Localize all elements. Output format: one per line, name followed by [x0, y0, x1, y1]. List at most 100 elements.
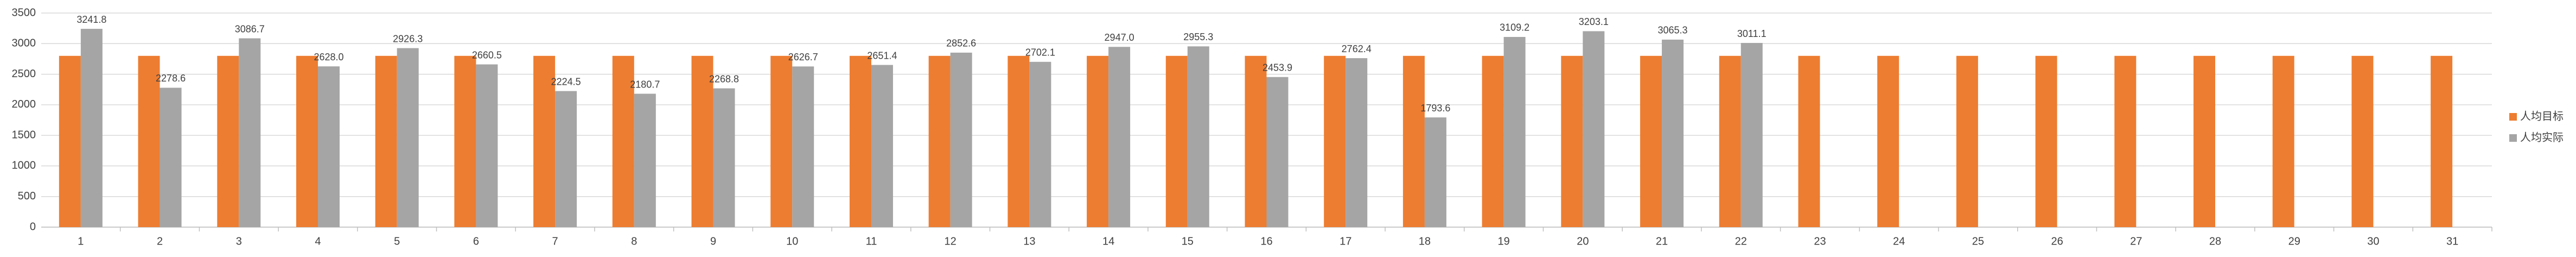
- bar: [138, 55, 160, 228]
- x-tick-label: 14: [1102, 235, 1114, 247]
- x-tick-label: 23: [1814, 235, 1826, 247]
- value-label: 2702.1: [1025, 47, 1055, 58]
- value-label: 3109.2: [1500, 22, 1529, 33]
- x-tick-label: 22: [1735, 235, 1747, 247]
- x-tick-label: 27: [2130, 235, 2142, 247]
- bar: [1346, 58, 1368, 227]
- x-tick-label: 24: [1893, 235, 1905, 247]
- bar: [713, 88, 735, 227]
- bar: [634, 93, 656, 227]
- value-label: 2926.3: [393, 33, 423, 44]
- bar: [1662, 39, 1684, 227]
- x-tick-label: 2: [157, 235, 163, 247]
- bar: [1165, 55, 1188, 228]
- bar: [1402, 55, 1425, 228]
- x-tick-label: 15: [1182, 235, 1194, 247]
- bar: [59, 55, 81, 228]
- bar: [1640, 55, 1662, 228]
- bar: [1008, 55, 1030, 228]
- value-label: 3086.7: [235, 23, 265, 34]
- x-tick-label: 8: [631, 235, 637, 247]
- x-tick-label: 9: [710, 235, 716, 247]
- value-label: 3011.1: [1737, 28, 1767, 39]
- x-tick-label: 1: [78, 235, 84, 247]
- value-label: 2224.5: [551, 76, 581, 87]
- x-tick-label: 16: [1260, 235, 1272, 247]
- value-label: 3241.8: [76, 14, 106, 25]
- bar: [375, 55, 397, 228]
- x-tick-label: 26: [2051, 235, 2063, 247]
- x-tick-label: 10: [786, 235, 798, 247]
- value-label: 2762.4: [1342, 43, 1372, 54]
- bar: [2194, 55, 2216, 228]
- bar: [2114, 55, 2137, 228]
- bar: [1503, 36, 1526, 227]
- bar: [1324, 55, 1346, 228]
- x-tick-label: 21: [1656, 235, 1668, 247]
- x-tick-label: 4: [315, 235, 321, 247]
- x-tick-label: 6: [473, 235, 479, 247]
- bar: [1187, 46, 1209, 227]
- x-tick-label: 30: [2367, 235, 2379, 247]
- y-tick-label: 3500: [12, 7, 36, 18]
- bar: [1798, 55, 1820, 228]
- bar: [871, 65, 893, 228]
- value-label: 2278.6: [156, 73, 186, 84]
- value-label: 2628.0: [314, 52, 343, 62]
- bar: [612, 55, 634, 228]
- bar: [1719, 55, 1741, 228]
- value-label: 3203.1: [1579, 16, 1609, 27]
- x-tick-label: 31: [2446, 235, 2458, 247]
- x-tick-label: 17: [1340, 235, 1351, 247]
- bar: [2272, 55, 2294, 228]
- bar: [1583, 31, 1605, 228]
- value-label: 2268.8: [709, 73, 739, 84]
- bar: [317, 66, 340, 227]
- bar: [2351, 55, 2374, 228]
- bar: [1029, 61, 1051, 227]
- y-tick-label: 1000: [12, 160, 36, 172]
- y-tick-label: 0: [30, 221, 36, 233]
- bar: [1087, 55, 1109, 228]
- value-label: 2626.7: [788, 52, 818, 62]
- x-tick-label: 13: [1023, 235, 1035, 247]
- bar: [533, 55, 556, 228]
- bar: [397, 48, 419, 228]
- bar: [239, 38, 261, 228]
- bar: [2035, 55, 2057, 228]
- bar: [1108, 47, 1131, 227]
- bar: [849, 55, 871, 228]
- x-tick-label: 5: [394, 235, 400, 247]
- x-tick-label: 18: [1419, 235, 1431, 247]
- value-label: 2180.7: [630, 79, 660, 90]
- y-tick-label: 2000: [12, 98, 36, 110]
- bar: [928, 55, 951, 228]
- y-tick-label: 1500: [12, 129, 36, 141]
- value-label: 3065.3: [1658, 25, 1688, 36]
- bar: [1482, 55, 1504, 228]
- bar: [1561, 55, 1583, 228]
- bar: [555, 91, 577, 227]
- x-tick-label: 28: [2209, 235, 2221, 247]
- bar: [476, 64, 498, 227]
- bar: [217, 55, 239, 228]
- bar: [1266, 77, 1289, 227]
- bar: [1740, 43, 1763, 228]
- bar: [2431, 55, 2453, 228]
- value-label: 2651.4: [867, 50, 897, 61]
- x-tick-label: 11: [866, 235, 877, 247]
- x-tick-label: 20: [1577, 235, 1589, 247]
- bar: [691, 55, 713, 228]
- bar: [454, 55, 476, 228]
- y-tick-label: 3000: [12, 37, 36, 49]
- legend-swatch: [2509, 134, 2517, 142]
- y-tick-label: 2500: [12, 68, 36, 80]
- legend-label: 人均实际: [2520, 131, 2564, 143]
- bar: [1245, 55, 1267, 228]
- bar: [1956, 55, 1978, 228]
- value-label: 2955.3: [1183, 32, 1213, 42]
- x-tick-label: 3: [236, 235, 242, 247]
- bar: [950, 52, 972, 227]
- y-tick-label: 500: [18, 190, 36, 202]
